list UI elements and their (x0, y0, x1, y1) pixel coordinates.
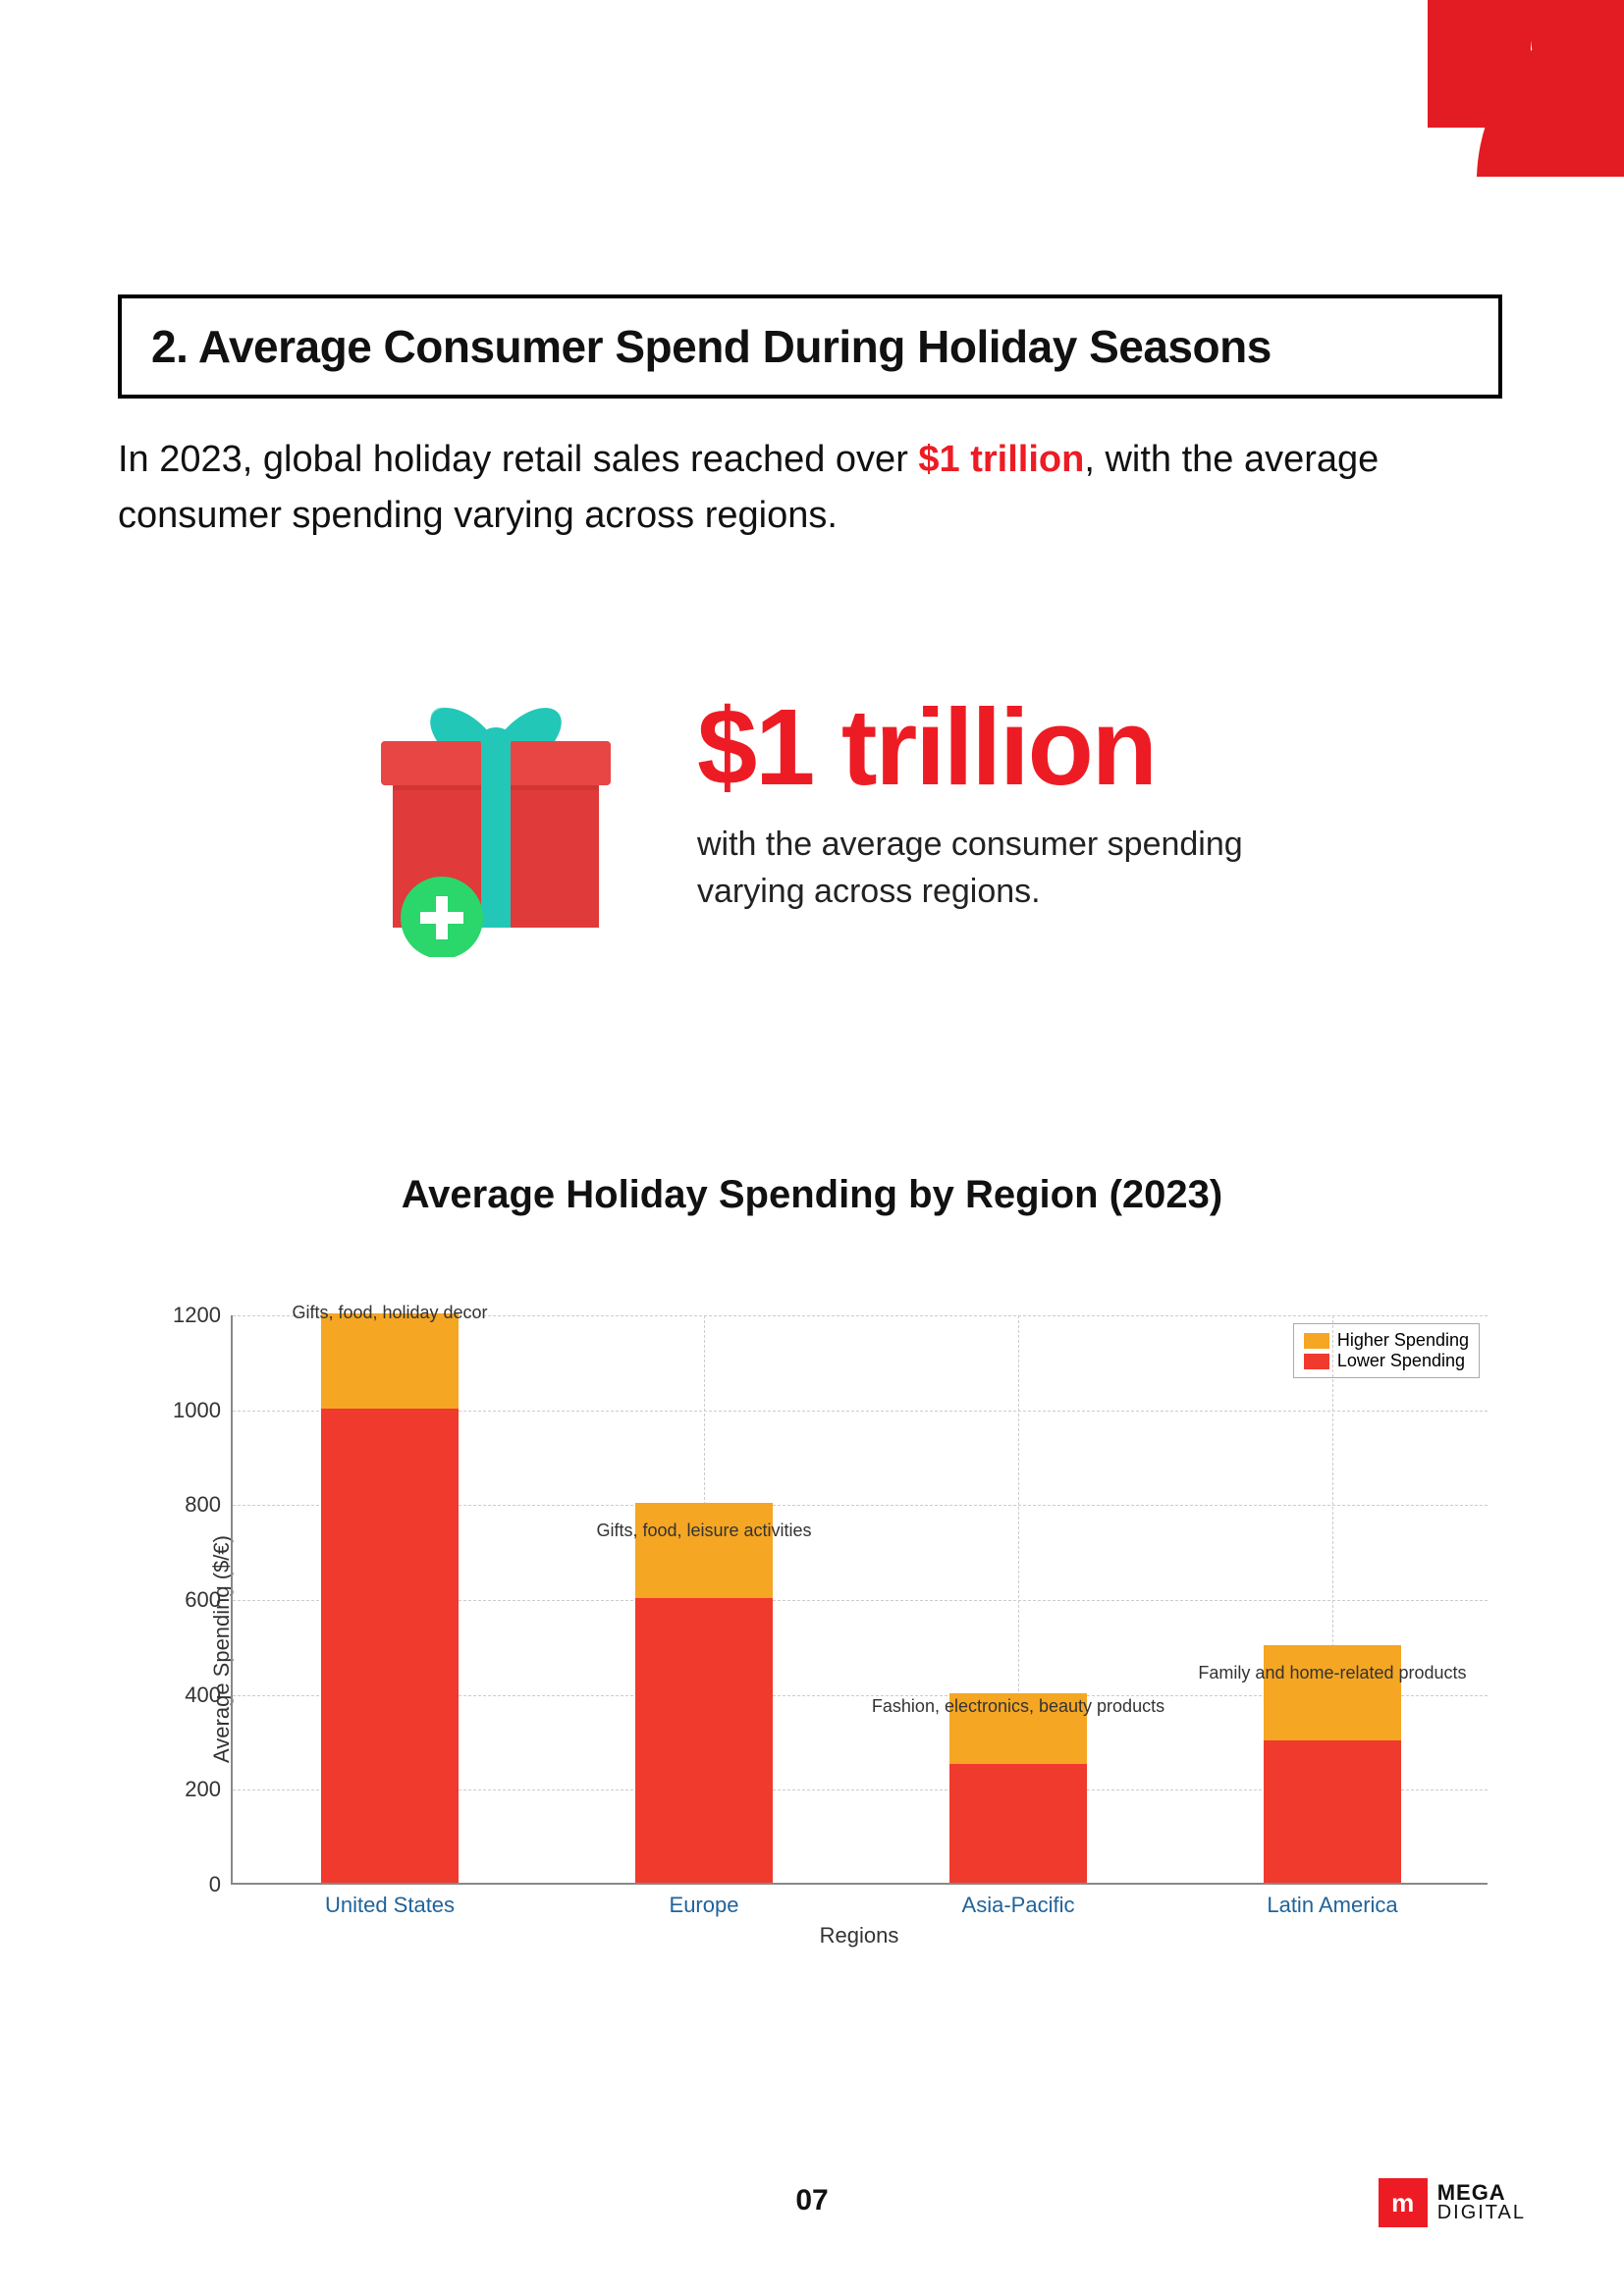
corner-decoration (1231, 0, 1624, 255)
x-tick: Asia-Pacific (962, 1883, 1075, 1918)
intro-paragraph: In 2023, global holiday retail sales rea… (118, 432, 1502, 544)
logo-badge-icon: m (1379, 2178, 1428, 2227)
bar-annotation: Family and home-related products (1198, 1663, 1466, 1683)
y-tick: 400 (185, 1682, 233, 1708)
section-title-box: 2. Average Consumer Spend During Holiday… (118, 294, 1502, 399)
bar-annotation: Fashion, electronics, beauty products (872, 1696, 1164, 1717)
gift-icon (344, 653, 648, 957)
y-tick: 1000 (173, 1398, 233, 1423)
logo-line2: DIGITAL (1437, 2204, 1526, 2222)
legend-label: Lower Spending (1337, 1351, 1465, 1371)
intro-pre: In 2023, global holiday retail sales rea… (118, 439, 918, 480)
hero-block: $1 trillion with the average consumer sp… (118, 628, 1502, 982)
chart-area: Average Spending ($/€) Higher SpendingLo… (118, 1306, 1502, 1993)
logo-badge-glyph: m (1391, 2188, 1414, 2218)
legend-row: Higher Spending (1304, 1330, 1469, 1351)
bar-higher (321, 1313, 459, 1409)
x-tick: Europe (670, 1883, 739, 1918)
x-axis-label: Regions (820, 1923, 899, 1949)
legend-swatch (1304, 1333, 1329, 1349)
bar-lower (1264, 1740, 1401, 1883)
legend-label: Higher Spending (1337, 1330, 1469, 1351)
chart-legend: Higher SpendingLower Spending (1293, 1323, 1480, 1378)
page-number: 07 (795, 2184, 828, 2217)
x-tick: United States (325, 1883, 455, 1918)
y-tick: 800 (185, 1492, 233, 1518)
bar-lower (635, 1598, 773, 1883)
bar-lower (949, 1764, 1087, 1883)
footer-logo: m MEGA DIGITAL (1379, 2178, 1526, 2227)
bar-lower (321, 1409, 459, 1883)
legend-row: Lower Spending (1304, 1351, 1469, 1371)
chart-title: Average Holiday Spending by Region (2023… (0, 1173, 1624, 1217)
section-title: 2. Average Consumer Spend During Holiday… (151, 320, 1469, 373)
intro-highlight: $1 trillion (918, 439, 1084, 480)
hero-subtext: with the average consumer spending varyi… (697, 822, 1247, 915)
bar-higher (635, 1503, 773, 1598)
y-tick: 600 (185, 1587, 233, 1613)
bar-annotation: Gifts, food, holiday decor (292, 1303, 487, 1323)
y-tick: 0 (209, 1872, 233, 1897)
bar-annotation: Gifts, food, leisure activities (596, 1521, 811, 1541)
y-tick: 200 (185, 1777, 233, 1802)
hero-value: $1 trillion (697, 694, 1502, 802)
bar-higher (1264, 1645, 1401, 1740)
logo-line1: MEGA (1437, 2183, 1526, 2204)
chart-plot: Higher SpendingLower Spending 0200400600… (231, 1315, 1488, 1885)
y-tick: 1200 (173, 1303, 233, 1328)
x-tick: Latin America (1267, 1883, 1397, 1918)
legend-swatch (1304, 1354, 1329, 1369)
